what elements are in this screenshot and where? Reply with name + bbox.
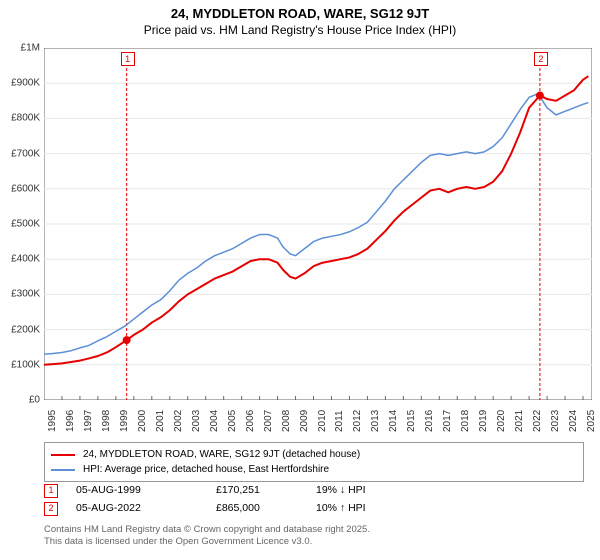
x-tick-label: 2001 xyxy=(155,410,166,432)
footer-attribution: Contains HM Land Registry data © Crown c… xyxy=(44,524,370,549)
chart-marker-2: 2 xyxy=(534,52,548,66)
x-tick-label: 2019 xyxy=(478,410,489,432)
transaction-marker-icon: 2 xyxy=(44,502,58,516)
y-tick-label: £1M xyxy=(21,43,40,54)
x-tick-label: 2015 xyxy=(406,410,417,432)
transaction-date: 05-AUG-1999 xyxy=(76,482,216,500)
y-tick-label: £400K xyxy=(11,254,40,265)
y-tick-label: £300K xyxy=(11,289,40,300)
chart-legend: 24, MYDDLETON ROAD, WARE, SG12 9JT (deta… xyxy=(44,442,584,482)
transaction-delta: 10% ↑ HPI xyxy=(316,500,436,518)
footer-line-1: Contains HM Land Registry data © Crown c… xyxy=(44,524,370,536)
x-tick-label: 2018 xyxy=(460,410,471,432)
x-tick-label: 2003 xyxy=(191,410,202,432)
transaction-row: 2 05-AUG-2022£865,00010% ↑ HPI xyxy=(44,500,436,518)
x-tick-label: 1996 xyxy=(65,410,76,432)
x-tick-label: 2008 xyxy=(281,410,292,432)
x-tick-label: 1998 xyxy=(101,410,112,432)
transaction-delta: 19% ↓ HPI xyxy=(316,482,436,500)
x-tick-label: 2022 xyxy=(532,410,543,432)
x-tick-label: 1999 xyxy=(119,410,130,432)
x-tick-label: 2014 xyxy=(388,410,399,432)
x-axis: 1995 1996 1997 1998 1999 2000 2001 2002 2003 2004… xyxy=(44,400,592,440)
transaction-price: £865,000 xyxy=(216,500,316,518)
x-tick-label: 2021 xyxy=(514,410,525,432)
footer-line-2: This data is licensed under the Open Gov… xyxy=(44,536,370,548)
y-tick-label: £100K xyxy=(11,359,40,370)
chart-subtitle: Price paid vs. HM Land Registry's House … xyxy=(0,23,600,41)
chart-plot-area: 12 xyxy=(44,48,592,400)
y-tick-label: £200K xyxy=(11,324,40,335)
legend-row-property: 24, MYDDLETON ROAD, WARE, SG12 9JT (deta… xyxy=(51,447,577,462)
y-axis: £0£100K£200K£300K£400K£500K£600K£700K£80… xyxy=(0,48,44,400)
x-tick-label: 1995 xyxy=(47,410,58,432)
x-tick-label: 1997 xyxy=(83,410,94,432)
x-tick-label: 2020 xyxy=(496,410,507,432)
transaction-row: 1 05-AUG-1999£170,25119% ↓ HPI xyxy=(44,482,436,500)
x-tick-label: 2006 xyxy=(245,410,256,432)
legend-label-hpi: HPI: Average price, detached house, East… xyxy=(83,462,329,477)
x-tick-label: 2005 xyxy=(227,410,238,432)
x-tick-label: 2016 xyxy=(424,410,435,432)
x-tick-label: 2011 xyxy=(334,410,345,432)
x-tick-label: 2000 xyxy=(137,410,148,432)
transaction-price: £170,251 xyxy=(216,482,316,500)
x-tick-label: 2023 xyxy=(550,410,561,432)
x-tick-label: 2013 xyxy=(370,410,381,432)
y-tick-label: £700K xyxy=(11,148,40,159)
y-tick-label: £0 xyxy=(29,395,40,406)
transaction-table: 1 05-AUG-1999£170,25119% ↓ HPI 2 05-AUG-202… xyxy=(44,482,436,518)
legend-swatch-property xyxy=(51,454,75,456)
x-tick-label: 2009 xyxy=(299,410,310,432)
chart-svg xyxy=(44,48,592,400)
x-tick-label: 2012 xyxy=(352,410,363,432)
y-tick-label: £800K xyxy=(11,113,40,124)
legend-label-property: 24, MYDDLETON ROAD, WARE, SG12 9JT (deta… xyxy=(83,447,360,462)
x-tick-label: 2017 xyxy=(442,410,453,432)
chart-marker-1: 1 xyxy=(121,52,135,66)
legend-swatch-hpi xyxy=(51,469,75,471)
transaction-date: 05-AUG-2022 xyxy=(76,500,216,518)
x-tick-label: 2002 xyxy=(173,410,184,432)
y-tick-label: £600K xyxy=(11,183,40,194)
x-tick-label: 2010 xyxy=(317,410,328,432)
transaction-marker-icon: 1 xyxy=(44,484,58,498)
chart-title: 24, MYDDLETON ROAD, WARE, SG12 9JT xyxy=(0,0,600,23)
y-tick-label: £900K xyxy=(11,78,40,89)
y-tick-label: £500K xyxy=(11,219,40,230)
legend-row-hpi: HPI: Average price, detached house, East… xyxy=(51,462,577,477)
x-tick-label: 2025 xyxy=(586,410,597,432)
x-tick-label: 2004 xyxy=(209,410,220,432)
x-tick-label: 2007 xyxy=(263,410,274,432)
x-tick-label: 2024 xyxy=(568,410,579,432)
